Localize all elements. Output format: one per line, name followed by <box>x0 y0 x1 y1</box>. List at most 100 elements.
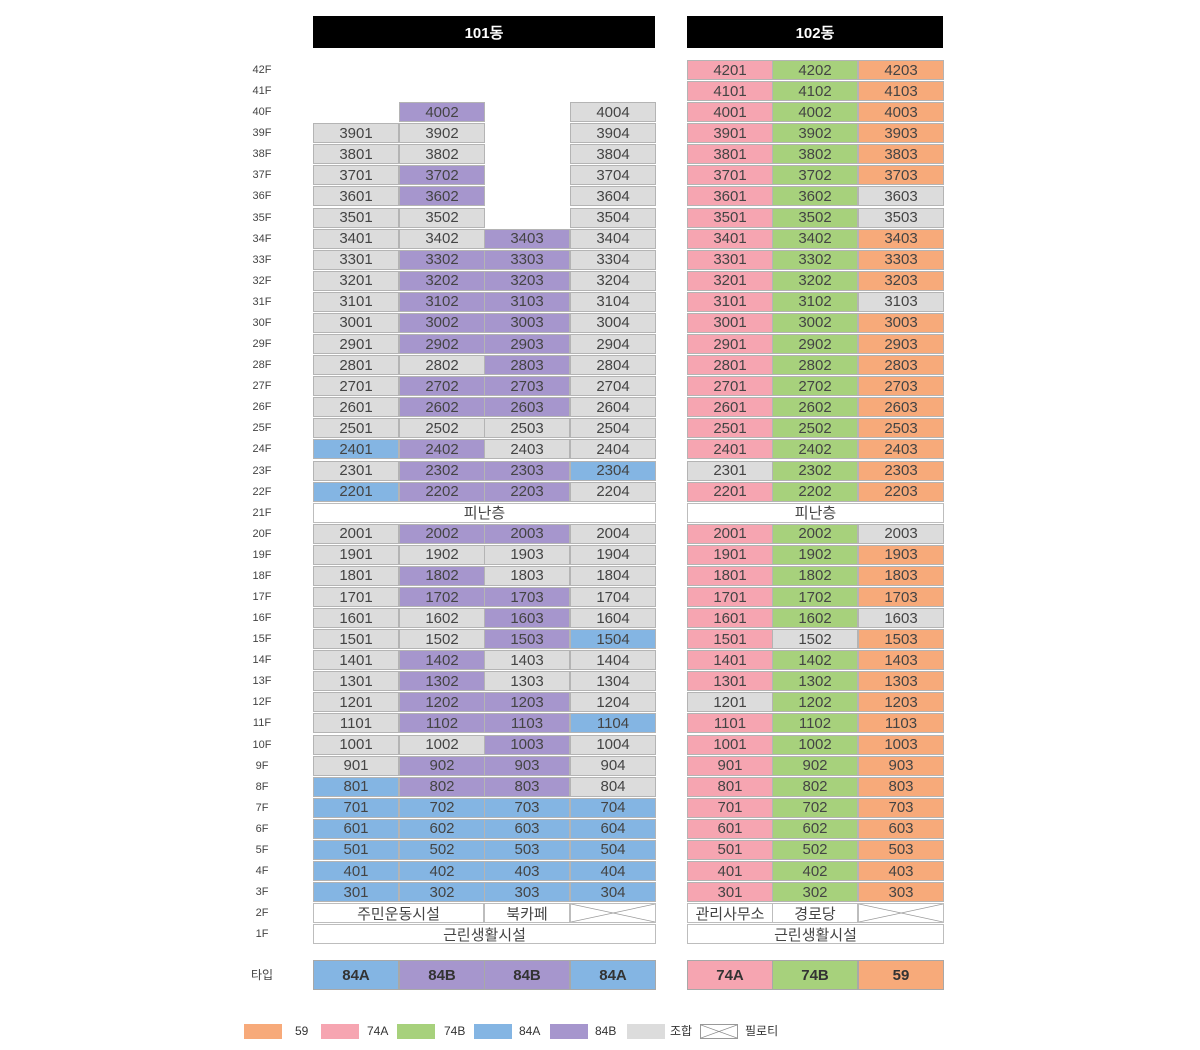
unit-cell: 2501 <box>313 418 399 439</box>
unit-cell: 2403 <box>858 439 944 460</box>
unit-cell: 1003 <box>484 734 570 755</box>
unit-cell: 3004 <box>570 312 656 333</box>
unit-cell: 1701 <box>313 587 399 607</box>
unit-cell: 2603 <box>858 397 944 418</box>
legend-swatch <box>244 1024 282 1039</box>
unit-cell: 1902 <box>399 544 485 565</box>
unit-cell: 1101 <box>687 713 773 734</box>
unit-cell: 2704 <box>570 376 656 397</box>
unit-cell: 3904 <box>570 123 656 144</box>
unit-cell: 1302 <box>399 671 485 692</box>
floor-label: 32F <box>252 274 272 287</box>
type-cell: 84B <box>399 960 485 990</box>
unit-cell: 3303 <box>484 249 570 270</box>
unit-cell: 3404 <box>570 228 656 249</box>
unit-cell: 2804 <box>570 355 656 376</box>
unit-cell: 601 <box>687 818 773 839</box>
type-cell: 84A <box>570 960 656 990</box>
legend-label: 74A <box>367 1024 389 1038</box>
unit-cell: 2403 <box>484 439 570 460</box>
unit-cell: 4001 <box>687 102 773 123</box>
unit-cell: 2503 <box>858 418 944 439</box>
floor-label: 29F <box>252 338 272 351</box>
unit-cell: 3103 <box>484 291 570 312</box>
unit-cell: 2204 <box>570 481 656 502</box>
unit-cell: 801 <box>313 776 399 797</box>
unit-cell: 2202 <box>399 481 485 502</box>
unit-cell: 2501 <box>687 418 773 439</box>
unit-cell: 303 <box>858 882 944 903</box>
unit-cell: 1702 <box>399 587 485 607</box>
legend: 59 74A 74B 84A 84B 조합 필로티 <box>0 1024 1200 1039</box>
unit-cell: 2001 <box>313 523 399 544</box>
unit-cell: 1802 <box>772 565 858 586</box>
unit-cell: 803 <box>858 776 944 797</box>
piloti-cell <box>858 903 944 924</box>
unit-cell: 2302 <box>772 460 858 481</box>
unit-cell: 803 <box>484 776 570 797</box>
unit-cell: 904 <box>570 755 656 776</box>
floor-label: 38F <box>252 148 272 161</box>
unit-cell: 3701 <box>687 165 773 186</box>
floor-label: 22F <box>252 485 272 498</box>
unit-cell: 3501 <box>313 207 399 228</box>
floor-label: 39F <box>252 127 272 140</box>
unit-cell: 903 <box>484 755 570 776</box>
unit-cell: 704 <box>570 797 656 818</box>
floor-label: 10F <box>252 738 272 751</box>
unit-cell: 3401 <box>687 228 773 249</box>
unit-cell: 2801 <box>687 355 773 376</box>
unit-cell: 1202 <box>399 692 485 713</box>
unit-cell: 3201 <box>313 270 399 291</box>
unit-cell: 2703 <box>484 376 570 397</box>
unit-cell: 3402 <box>772 228 858 249</box>
unit-cell: 2603 <box>484 397 570 418</box>
floor-label: 21F <box>252 506 272 519</box>
unit-cell: 3804 <box>570 144 656 165</box>
unit-cell: 1703 <box>858 587 944 607</box>
unit-cell: 501 <box>687 839 773 860</box>
unit-cell: 4201 <box>687 60 773 80</box>
unit-cell: 702 <box>772 797 858 818</box>
unit-cell: 2601 <box>313 397 399 418</box>
unit-cell: 3501 <box>687 207 773 228</box>
legend-label: 59 <box>295 1024 309 1038</box>
unit-cell: 2602 <box>772 397 858 418</box>
unit-cell: 3603 <box>858 186 944 207</box>
unit-cell: 3002 <box>772 312 858 333</box>
unit-cell: 2202 <box>772 481 858 502</box>
unit-cell: 902 <box>772 755 858 776</box>
unit-cell: 3704 <box>570 165 656 186</box>
unit-cell: 604 <box>570 818 656 839</box>
unit-cell: 1604 <box>570 608 656 629</box>
unit-cell: 1703 <box>484 587 570 607</box>
unit-cell: 3702 <box>399 165 485 186</box>
unit-cell: 2802 <box>399 355 485 376</box>
unit-cell: 1201 <box>313 692 399 713</box>
legend-swatch <box>474 1024 512 1039</box>
unit-cell: 502 <box>772 839 858 860</box>
floor-label: 8F <box>255 780 269 793</box>
unit-cell: 4102 <box>772 81 858 102</box>
unit-cell: 3601 <box>687 186 773 207</box>
unit-cell: 1102 <box>772 713 858 734</box>
floor-label: 42F <box>252 64 272 76</box>
floor-label: 36F <box>252 190 272 203</box>
unit-cell: 1303 <box>858 671 944 692</box>
unit-cell: 1802 <box>399 565 485 586</box>
unit-cell: 902 <box>399 755 485 776</box>
unit-cell: 2404 <box>570 439 656 460</box>
unit-cell: 3204 <box>570 270 656 291</box>
unit-cell: 1801 <box>313 565 399 586</box>
unit-cell: 3203 <box>484 270 570 291</box>
unit-cell: 1901 <box>687 544 773 565</box>
floor-label: 30F <box>252 316 272 329</box>
floor-label: 3F <box>255 886 269 899</box>
unit-cell: 2201 <box>687 481 773 502</box>
unit-cell: 3101 <box>687 291 773 312</box>
unit-cell: 3102 <box>399 291 485 312</box>
unit-cell: 903 <box>858 755 944 776</box>
unit-cell: 1904 <box>570 544 656 565</box>
floor-label: 6F <box>255 822 269 835</box>
floor-label: 12F <box>252 696 272 709</box>
